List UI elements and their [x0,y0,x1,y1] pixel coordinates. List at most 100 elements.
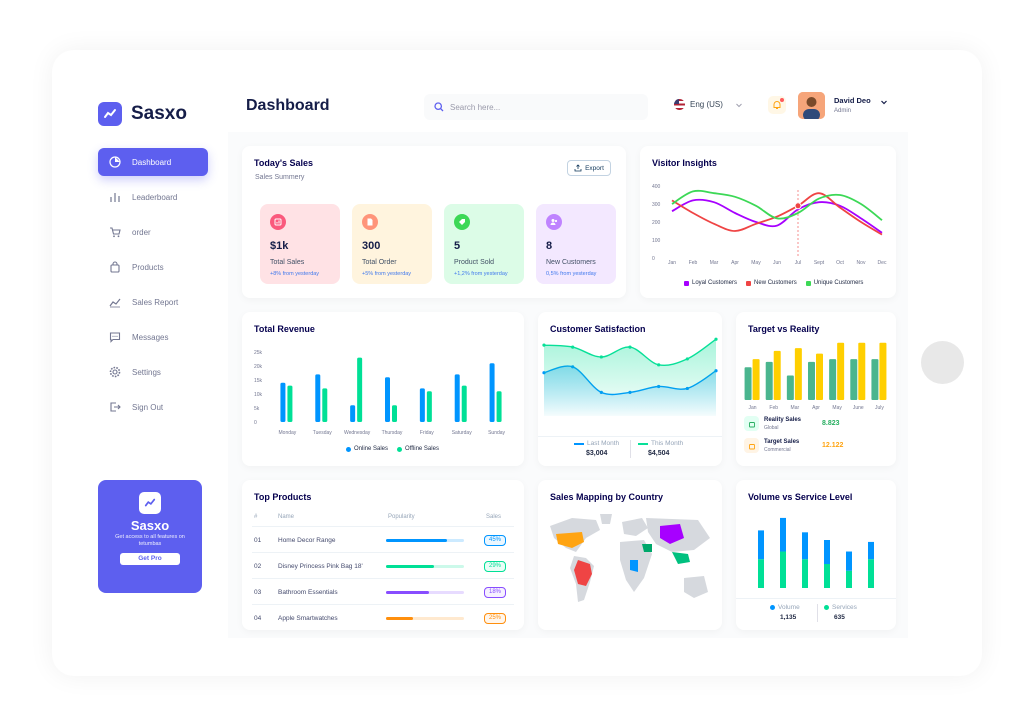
tr-bar-online-sales[interactable] [280,382,286,422]
tr-bar-online-sales[interactable] [315,374,321,422]
tr-bar-online-sales[interactable] [454,374,460,422]
promo-card: Sasxo Get access to all features on tetu… [98,480,202,593]
cs-point[interactable] [542,343,546,347]
tv-bar-reality-sales[interactable] [829,359,837,400]
map-saudi [642,544,652,552]
get-pro-button[interactable]: Get Pro [120,553,180,565]
export-button[interactable]: Export [567,160,611,176]
services-value: 635 [834,614,845,621]
tv-bar-target-sales[interactable] [858,342,866,400]
tr-bar-offline-sales[interactable] [287,385,293,422]
kpi-card-total-order[interactable]: 300 Total Order +5% from yesterday [352,204,432,284]
header-name: Name [278,514,295,520]
cs-point[interactable] [657,363,661,367]
scroll-knob[interactable] [921,341,964,384]
tv-bar-target-sales[interactable] [794,348,802,400]
tv-bar-target-sales[interactable] [837,342,845,400]
sidebar-item-products[interactable]: Products [98,253,208,281]
search-input[interactable]: Search here... [424,94,648,120]
logo[interactable]: Sasxo [98,102,187,126]
kpi-card-product-sold[interactable]: 5 Product Sold +1,2% from yesterday [444,204,524,284]
table-row[interactable]: 01 Home Decor Range 45% [252,526,514,552]
sidebar-item-dashboard[interactable]: Dashboard [98,148,208,176]
tv-bar-reality-sales[interactable] [786,375,794,400]
tv-xtick: Apr [812,405,820,411]
cs-point[interactable] [628,345,632,349]
avatar[interactable] [798,92,825,119]
sales-mapping-card: Sales Mapping by Country [538,480,722,630]
tv-bar-reality-sales[interactable] [871,359,879,400]
legend-item: Unique Customers [805,280,863,286]
tv-bar-reality-sales[interactable] [765,361,773,400]
tv-bar-target-sales[interactable] [816,353,823,400]
vi-highlight-point[interactable] [794,202,802,210]
vs-bar-volume[interactable] [758,530,764,560]
tv-bar-reality-sales[interactable] [850,359,858,400]
search-placeholder: Search here... [450,102,501,112]
cs-point[interactable] [685,357,689,361]
language-selector[interactable]: Eng (US) [674,99,743,110]
table-row[interactable]: 04 Apple Smartwatches 25% [252,604,514,630]
vs-bar-volume[interactable] [824,540,830,564]
vs-bar-volume[interactable] [780,517,786,552]
tr-bar-offline-sales[interactable] [357,357,363,422]
tr-bar-offline-sales[interactable] [496,391,502,422]
tr-bar-offline-sales[interactable] [426,391,432,422]
header-popularity: Popularity [388,514,415,520]
vi-ytick: 200 [652,220,661,226]
kpi-card-new-customers[interactable]: 8 New Customers 0,5% from yesterday [536,204,616,284]
cs-point[interactable] [599,355,603,359]
sidebar: Sasxo Dashboard Leaderboard order Products S… [86,88,228,638]
todays-sales-card: Today's Sales Sales Summery Export $1k To… [242,146,626,298]
vs-bar-services[interactable] [868,559,874,588]
bag-icon [744,416,759,431]
map-europe [622,518,648,536]
vs-bar-services[interactable] [824,564,830,588]
user-menu-chevron-icon[interactable] [880,98,888,106]
user-info[interactable]: David Deo Admin [834,96,871,114]
tr-bar-offline-sales[interactable] [461,385,467,422]
customer-satisfaction-title: Customer Satisfaction [550,324,646,334]
tr-xtick: Thursday [382,430,403,436]
tr-bar-online-sales[interactable] [385,377,390,422]
cs-point[interactable] [571,345,575,349]
kpi-card-total-sales[interactable]: $1k Total Sales +8% from yesterday [260,204,340,284]
vi-ytick: 0 [652,256,655,262]
tr-bar-online-sales[interactable] [350,405,356,422]
table-row[interactable]: 02 Disney Princess Pink Bag 18' 29% [252,552,514,578]
tv-bar-reality-sales[interactable] [808,361,815,400]
tr-bar-offline-sales[interactable] [392,405,397,422]
sidebar-item-sign-out[interactable]: Sign Out [98,393,208,421]
legend-swatch [397,446,403,452]
vs-bar-services[interactable] [758,559,764,588]
tv-bar-target-sales[interactable] [879,342,887,400]
tv-xtick: Jan [749,405,757,411]
legend-label: Offline Sales [405,446,439,452]
popularity-bar [386,617,464,620]
sidebar-item-order[interactable]: order [98,218,208,246]
tr-bar-online-sales[interactable] [419,388,425,422]
vs-bar-volume[interactable] [802,532,808,560]
document-icon [362,214,378,230]
legend-label: New Customers [754,280,797,286]
tv-bar-target-sales[interactable] [773,350,781,400]
notification-button[interactable] [768,96,786,114]
sidebar-item-sales-report[interactable]: Sales Report [98,288,208,316]
vs-bar-volume[interactable] [846,551,852,571]
sidebar-item-settings[interactable]: Settings [98,358,208,386]
vs-bar-services[interactable] [846,570,852,588]
cs-point[interactable] [714,337,718,341]
sidebar-item-leaderboard[interactable]: Leaderboard [98,183,208,211]
tv-value: 12.122 [822,442,844,449]
table-row[interactable]: 03 Bathroom Essentials 18% [252,578,514,604]
user-name: David Deo [834,96,871,105]
tv-bar-reality-sales[interactable] [744,367,752,400]
vs-bar-services[interactable] [802,559,808,588]
pie-chart-icon [109,156,121,168]
vs-bar-volume[interactable] [868,541,874,560]
tv-bar-target-sales[interactable] [752,359,760,400]
sidebar-item-messages[interactable]: Messages [98,323,208,351]
vs-bar-services[interactable] [780,551,786,588]
tr-bar-online-sales[interactable] [489,363,495,422]
tr-bar-offline-sales[interactable] [322,388,328,422]
